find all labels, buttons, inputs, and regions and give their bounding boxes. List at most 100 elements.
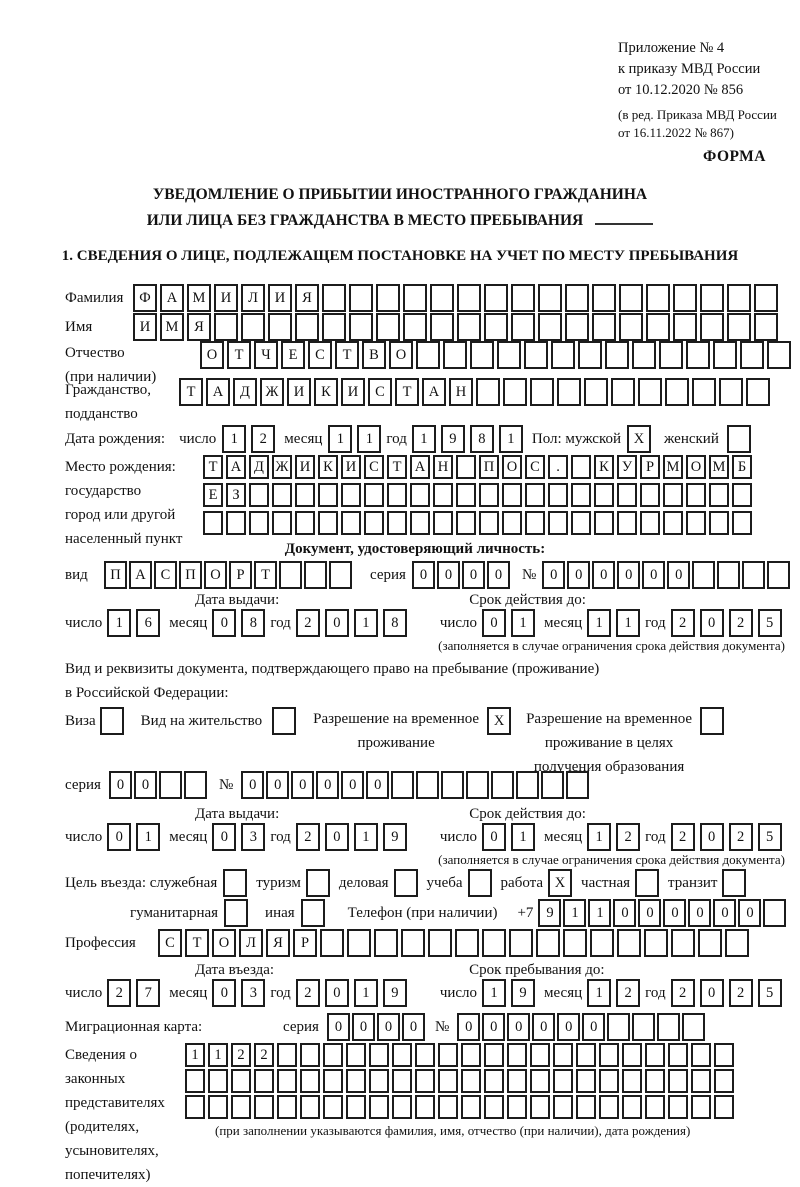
char-cell[interactable]: Р (293, 929, 317, 957)
char-cell[interactable] (557, 378, 581, 406)
char-cell[interactable]: 0 (617, 561, 641, 589)
char-cell[interactable]: Л (241, 284, 265, 312)
char-cell[interactable] (374, 929, 398, 957)
char-cell[interactable]: А (410, 455, 430, 479)
char-cell[interactable]: Н (449, 378, 473, 406)
char-cell[interactable] (300, 1095, 320, 1119)
char-cell[interactable]: И (341, 455, 361, 479)
char-cell[interactable]: 0 (324, 609, 349, 637)
char-cell[interactable] (732, 483, 752, 507)
char-cell[interactable] (617, 511, 637, 535)
char-cell[interactable] (622, 1043, 642, 1067)
char-cell[interactable]: О (200, 341, 224, 369)
char-cell[interactable]: Ж (272, 455, 292, 479)
char-cell[interactable]: И (268, 284, 292, 312)
char-cell[interactable] (438, 1069, 458, 1093)
purpose-official-checkbox[interactable] (223, 869, 250, 897)
char-cell[interactable] (673, 313, 697, 341)
char-cell[interactable] (457, 284, 481, 312)
char-cell[interactable] (387, 483, 407, 507)
char-cell[interactable] (323, 1095, 343, 1119)
char-cell[interactable] (415, 1095, 435, 1119)
char-cell[interactable] (203, 511, 223, 535)
char-cell[interactable] (592, 313, 616, 341)
char-cell[interactable] (640, 483, 660, 507)
char-cell[interactable] (185, 1069, 205, 1093)
char-cell[interactable]: 1 (411, 425, 436, 453)
char-cell[interactable] (657, 1013, 681, 1041)
char-cell[interactable] (461, 1069, 481, 1093)
char-cell[interactable]: Л (239, 929, 263, 957)
char-cell[interactable] (553, 1095, 573, 1119)
char-cell[interactable] (272, 511, 292, 535)
char-cell[interactable] (441, 771, 465, 799)
char-cell[interactable] (740, 341, 764, 369)
char-cell[interactable]: 1 (107, 609, 132, 637)
char-cell[interactable] (428, 929, 452, 957)
char-cell[interactable]: 9 (382, 823, 407, 851)
char-cell[interactable]: 0 (482, 823, 507, 851)
char-cell[interactable] (369, 1095, 389, 1119)
char-cell[interactable]: 2 (295, 979, 320, 1007)
char-cell[interactable]: М (709, 455, 729, 479)
char-cell[interactable]: 2 (254, 1043, 274, 1067)
char-cell[interactable]: У (617, 455, 637, 479)
char-cell[interactable] (709, 511, 729, 535)
char-cell[interactable] (725, 929, 749, 957)
char-cell[interactable] (392, 1069, 412, 1093)
char-cell[interactable] (754, 284, 778, 312)
char-cell[interactable] (691, 1043, 711, 1067)
char-cell[interactable]: М (160, 313, 184, 341)
char-cell[interactable] (208, 1069, 228, 1093)
char-cell[interactable]: Н (433, 455, 453, 479)
char-cell[interactable] (277, 1043, 297, 1067)
char-cell[interactable] (698, 929, 722, 957)
char-cell[interactable] (663, 483, 683, 507)
char-cell[interactable] (277, 1069, 297, 1093)
char-cell[interactable]: 1 (353, 609, 378, 637)
temp-residence-checkbox[interactable]: X (487, 707, 514, 735)
char-cell[interactable] (304, 561, 327, 589)
char-cell[interactable] (507, 1095, 527, 1119)
char-cell[interactable]: 2 (670, 979, 695, 1007)
char-cell[interactable]: Е (203, 483, 223, 507)
char-cell[interactable] (646, 284, 670, 312)
char-cell[interactable] (403, 284, 427, 312)
char-cell[interactable]: 2 (231, 1043, 251, 1067)
char-cell[interactable] (415, 1043, 435, 1067)
char-cell[interactable]: П (479, 455, 499, 479)
char-cell[interactable] (638, 378, 662, 406)
char-cell[interactable]: 9 (382, 979, 407, 1007)
char-cell[interactable]: О (502, 455, 522, 479)
char-cell[interactable]: 1 (616, 609, 641, 637)
char-cell[interactable] (611, 378, 635, 406)
char-cell[interactable]: 0 (366, 771, 390, 799)
char-cell[interactable] (416, 341, 440, 369)
char-cell[interactable] (566, 771, 590, 799)
char-cell[interactable]: Я (295, 284, 319, 312)
char-cell[interactable] (456, 483, 476, 507)
char-cell[interactable] (349, 313, 373, 341)
char-cell[interactable] (392, 1095, 412, 1119)
char-cell[interactable]: 2 (295, 609, 320, 637)
char-cell[interactable] (576, 1095, 596, 1119)
char-cell[interactable]: X (548, 869, 573, 897)
char-cell[interactable]: 2 (728, 823, 753, 851)
char-cell[interactable]: 9 (511, 979, 536, 1007)
char-cell[interactable] (632, 341, 656, 369)
char-cell[interactable] (433, 511, 453, 535)
char-cell[interactable] (746, 378, 770, 406)
char-cell[interactable]: 1 (587, 609, 612, 637)
char-cell[interactable] (584, 378, 608, 406)
char-cell[interactable]: П (179, 561, 202, 589)
char-cell[interactable] (497, 341, 521, 369)
char-cell[interactable]: 0 (411, 561, 435, 589)
char-cell[interactable]: 7 (136, 979, 161, 1007)
